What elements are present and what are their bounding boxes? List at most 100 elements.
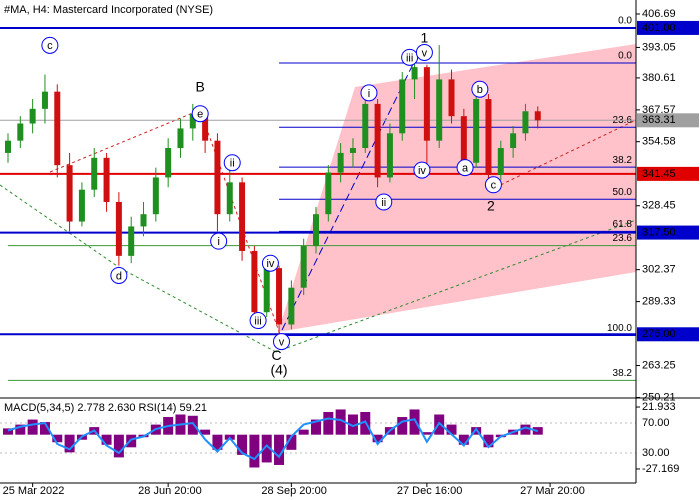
- candle-body: [5, 140, 11, 153]
- candle-body: [177, 128, 184, 149]
- candle-body: [534, 111, 541, 121]
- macd-bar: [52, 434, 63, 443]
- wave-circle: [471, 80, 489, 98]
- macd-bar: [520, 424, 531, 435]
- wave-label: i: [368, 88, 370, 100]
- candle-body: [349, 148, 356, 153]
- x-tick-label: 27 Mar 20:00: [520, 485, 585, 497]
- candle-body: [473, 99, 480, 163]
- candle-body: [276, 268, 283, 325]
- indicator-plot: [0, 409, 636, 468]
- wave-circle: [191, 105, 209, 123]
- wave-label: c: [491, 180, 497, 192]
- macd-bar: [446, 424, 457, 435]
- candle-body: [115, 201, 122, 256]
- level-label-box: [637, 327, 699, 342]
- candle-body: [214, 140, 221, 215]
- macd-bar: [64, 434, 75, 453]
- wave-label: C: [272, 347, 282, 363]
- rsi-line: [7, 417, 539, 461]
- wave-label: v: [279, 337, 285, 349]
- wave-label: c: [47, 40, 53, 52]
- current-price-box: [637, 113, 699, 128]
- y-tick-label: 406.69: [642, 8, 676, 20]
- wave-label: iv: [418, 165, 426, 177]
- main-plot: 0.023.638.20.023.638.250.061.8100.0cBedi…: [0, 16, 636, 381]
- y-tick-label: 21.933: [642, 401, 676, 413]
- wave-label: 2: [487, 197, 495, 213]
- wave-label: ii: [381, 197, 386, 209]
- wave-circle: [273, 333, 291, 351]
- candle-body: [300, 246, 307, 288]
- fib-label: 38.2: [613, 155, 633, 166]
- y-tick-label: 393.05: [642, 41, 676, 53]
- candle-body: [78, 189, 85, 222]
- macd-bar: [3, 428, 13, 435]
- macd-bar: [113, 434, 124, 458]
- candle-body: [337, 152, 344, 173]
- candle-body: [91, 157, 98, 190]
- level-label: 401.00: [642, 22, 676, 34]
- wave-label: (4): [270, 362, 287, 378]
- macd-bar: [372, 434, 383, 443]
- wave-circle: [413, 161, 431, 179]
- y-tick-label: 328.45: [642, 200, 676, 212]
- macd-bar: [187, 415, 198, 435]
- wave-label: d: [116, 270, 122, 282]
- fib-label: 50.0: [613, 187, 633, 198]
- fib-label: 23.6: [613, 233, 633, 244]
- y-tick-label: 250.21: [642, 391, 676, 403]
- wave-circle: [484, 176, 502, 194]
- macd-bar: [27, 419, 38, 435]
- macd-bar: [471, 427, 482, 435]
- indicator-title: MACD(5,34,5) 2.778 2.630 RSI(14) 59.21: [4, 402, 207, 414]
- wave-circle: [210, 232, 228, 250]
- wave-label: e: [197, 109, 203, 121]
- macd-bar: [458, 434, 469, 445]
- x-tick-label: 27 Dec 16:00: [397, 485, 462, 497]
- candle-body: [510, 133, 517, 149]
- wave-label: iv: [266, 258, 274, 270]
- candle-body: [460, 116, 467, 163]
- wave-circle: [375, 193, 393, 211]
- macd-bar: [323, 411, 334, 435]
- candle-body: [497, 148, 504, 175]
- macd-bar: [298, 429, 309, 435]
- y-tick-label: 263.25: [642, 359, 676, 371]
- candle-body: [29, 108, 36, 124]
- candle-body: [374, 103, 381, 178]
- fib-label: 100.0: [607, 323, 632, 334]
- y-tick-label: 367.57: [642, 104, 676, 116]
- macd-bar: [237, 434, 248, 455]
- macd-bar: [274, 434, 285, 465]
- wave-circle: [456, 159, 474, 177]
- candle-body: [288, 287, 295, 325]
- wave-circle: [360, 84, 378, 102]
- candle-body: [313, 214, 319, 247]
- macd-bar: [286, 434, 297, 450]
- macd-bar: [39, 422, 50, 435]
- wave-label: i: [217, 236, 219, 248]
- candle-body: [239, 182, 246, 251]
- macd-bar: [409, 409, 420, 435]
- x-tick-label: 28 Jun 20:00: [138, 485, 202, 497]
- wave-circle: [261, 254, 279, 272]
- candle-body: [202, 113, 209, 141]
- candle-body: [485, 99, 492, 175]
- candle-body: [152, 177, 159, 215]
- candle-body: [226, 182, 233, 215]
- macd-bar: [335, 409, 346, 435]
- candle-body: [386, 133, 393, 178]
- candle-body: [17, 123, 24, 141]
- candle-body: [436, 79, 443, 141]
- x-tick-label: 25 Mar 2022: [3, 485, 65, 497]
- wave-label: b: [477, 84, 483, 96]
- candle-body: [399, 79, 406, 134]
- candle-body: [128, 226, 135, 256]
- candle-body: [263, 268, 270, 313]
- wave-label: iii: [406, 52, 413, 64]
- candle-body: [165, 148, 172, 178]
- candle-body: [189, 113, 196, 129]
